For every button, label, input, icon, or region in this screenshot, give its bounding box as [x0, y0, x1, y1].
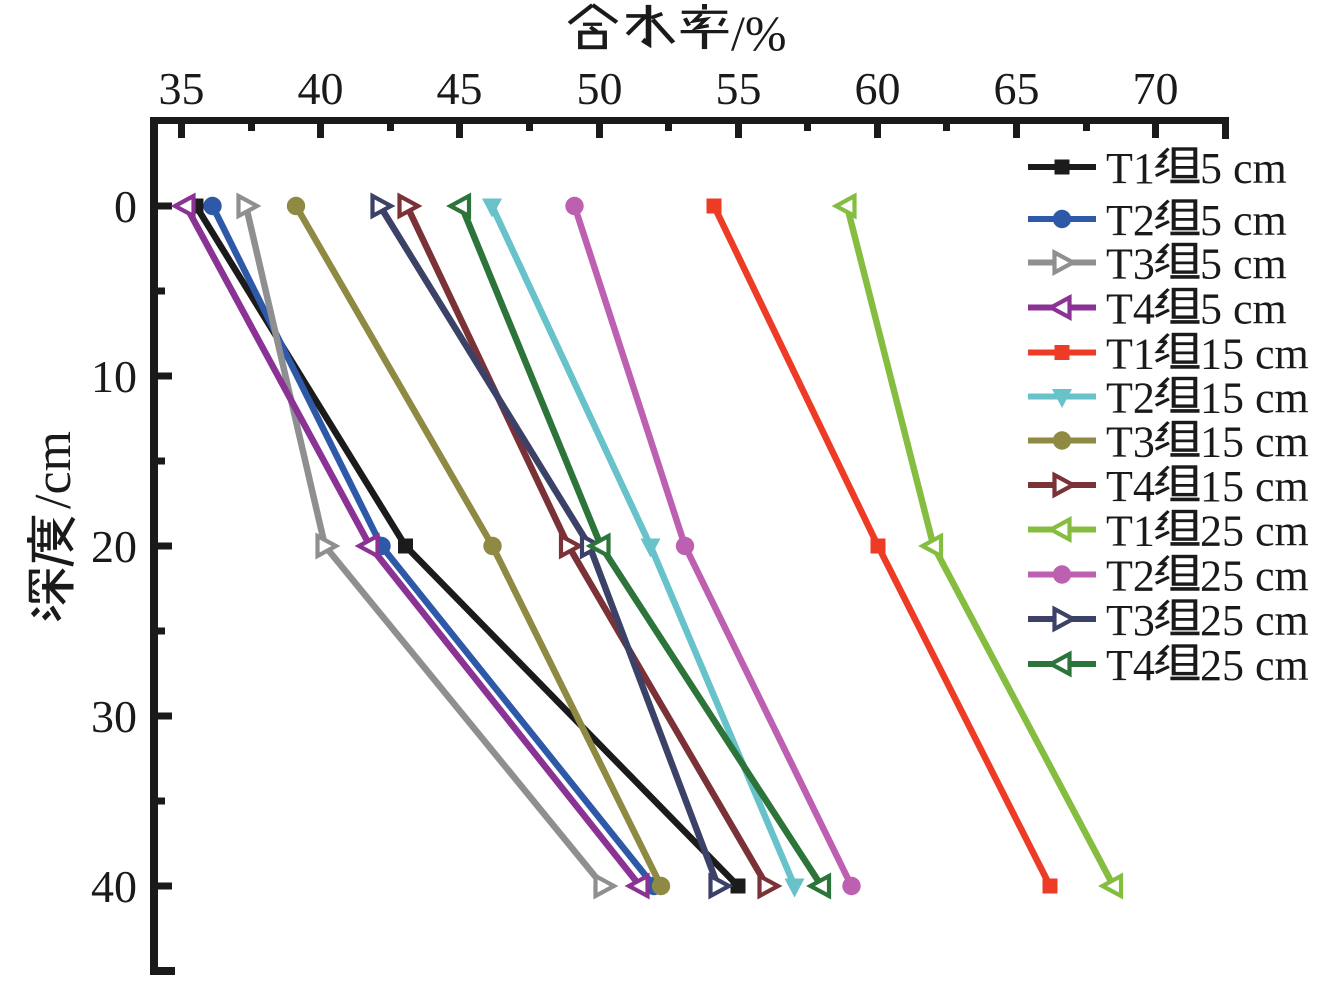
svg-text:5 cm: 5 cm — [1200, 285, 1287, 334]
svg-text:20: 20 — [91, 521, 137, 572]
svg-text:25 cm: 25 cm — [1200, 552, 1309, 601]
svg-text:T2: T2 — [1106, 552, 1155, 601]
svg-text:25 cm: 25 cm — [1200, 596, 1309, 645]
svg-text:10: 10 — [91, 351, 137, 402]
svg-text:T1: T1 — [1106, 507, 1155, 556]
svg-text:T3: T3 — [1106, 418, 1155, 467]
svg-text:T1: T1 — [1106, 144, 1155, 193]
svg-text:0: 0 — [114, 181, 137, 232]
svg-text:70: 70 — [1133, 63, 1179, 114]
svg-text:30: 30 — [91, 691, 137, 742]
svg-text:5 cm: 5 cm — [1200, 144, 1287, 193]
svg-text:/cm: /cm — [25, 431, 82, 509]
svg-text:T3: T3 — [1106, 240, 1155, 289]
svg-text:55: 55 — [716, 63, 762, 114]
svg-text:15 cm: 15 cm — [1200, 374, 1309, 423]
svg-text:T2: T2 — [1106, 374, 1155, 423]
svg-text:T3: T3 — [1106, 596, 1155, 645]
svg-text:15 cm: 15 cm — [1200, 330, 1309, 379]
svg-text:T4: T4 — [1106, 285, 1155, 334]
svg-text:40: 40 — [298, 63, 344, 114]
svg-text:5 cm: 5 cm — [1200, 196, 1287, 245]
svg-text:/%: /% — [731, 5, 787, 61]
svg-text:50: 50 — [577, 63, 623, 114]
svg-text:25 cm: 25 cm — [1200, 507, 1309, 556]
svg-text:35: 35 — [159, 63, 205, 114]
svg-text:15 cm: 15 cm — [1200, 462, 1309, 511]
svg-text:T4: T4 — [1106, 641, 1155, 690]
svg-text:15 cm: 15 cm — [1200, 418, 1309, 467]
svg-text:45: 45 — [437, 63, 483, 114]
svg-text:40: 40 — [91, 861, 137, 912]
svg-text:T1: T1 — [1106, 330, 1155, 379]
svg-text:25 cm: 25 cm — [1200, 641, 1309, 690]
svg-text:T4: T4 — [1106, 462, 1155, 511]
svg-text:T2: T2 — [1106, 196, 1155, 245]
svg-text:65: 65 — [994, 63, 1040, 114]
svg-text:60: 60 — [855, 63, 901, 114]
svg-text:5 cm: 5 cm — [1200, 240, 1287, 289]
